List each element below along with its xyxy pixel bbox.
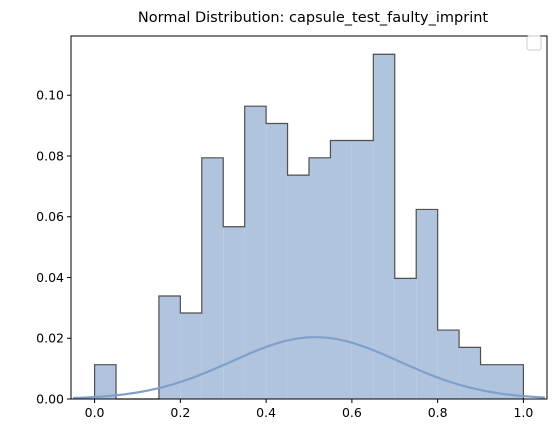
histogram-bar bbox=[373, 54, 395, 399]
histogram-bar bbox=[416, 209, 438, 399]
y-tick-label: 0.06 bbox=[36, 209, 64, 224]
axes: 0.0 0.2 0.4 0.6 0.8 1.0 0.00 0.02 0.04 0.06 0.08 0.… bbox=[36, 35, 548, 420]
y-tick-label: 0.10 bbox=[36, 88, 64, 103]
chart-title: Normal Distribution: capsule_test_faulty… bbox=[138, 10, 489, 26]
histogram-bar bbox=[309, 157, 331, 399]
y-tick-label: 0.08 bbox=[36, 148, 64, 163]
histogram-bars bbox=[93, 53, 525, 400]
histogram-bar bbox=[180, 313, 202, 399]
histogram-bar bbox=[394, 278, 417, 399]
x-tick-label: 0.2 bbox=[170, 405, 190, 420]
histogram-outline bbox=[93, 53, 525, 400]
x-tick-label: 0.8 bbox=[428, 405, 448, 420]
plot-frame bbox=[70, 35, 548, 400]
histogram-bar bbox=[351, 140, 374, 399]
histogram-bar bbox=[201, 157, 224, 399]
histogram-bar bbox=[266, 123, 288, 399]
histogram-bar bbox=[287, 175, 309, 399]
legend bbox=[526, 35, 542, 51]
histogram-bar bbox=[223, 226, 245, 399]
histogram-bar bbox=[244, 106, 267, 400]
y-tick-label: 0.04 bbox=[36, 270, 64, 285]
histogram-bar bbox=[94, 364, 117, 399]
x-tick-label: 0.6 bbox=[342, 405, 362, 420]
y-tick-label: 0.02 bbox=[36, 331, 64, 346]
x-tick-label: 1.0 bbox=[513, 405, 533, 420]
y-tick-label: 0.00 bbox=[36, 392, 64, 407]
histogram-bar bbox=[501, 364, 524, 399]
histogram-bar bbox=[158, 296, 181, 399]
histogram-bar bbox=[330, 140, 352, 399]
legend-box bbox=[526, 35, 542, 51]
x-tick-label: 0.0 bbox=[85, 405, 105, 420]
histogram-bar bbox=[437, 330, 460, 399]
x-tick-label: 0.4 bbox=[256, 405, 276, 420]
histogram-bar bbox=[459, 347, 481, 399]
normal-curve bbox=[73, 336, 545, 400]
normal-curve-layer bbox=[73, 336, 545, 400]
